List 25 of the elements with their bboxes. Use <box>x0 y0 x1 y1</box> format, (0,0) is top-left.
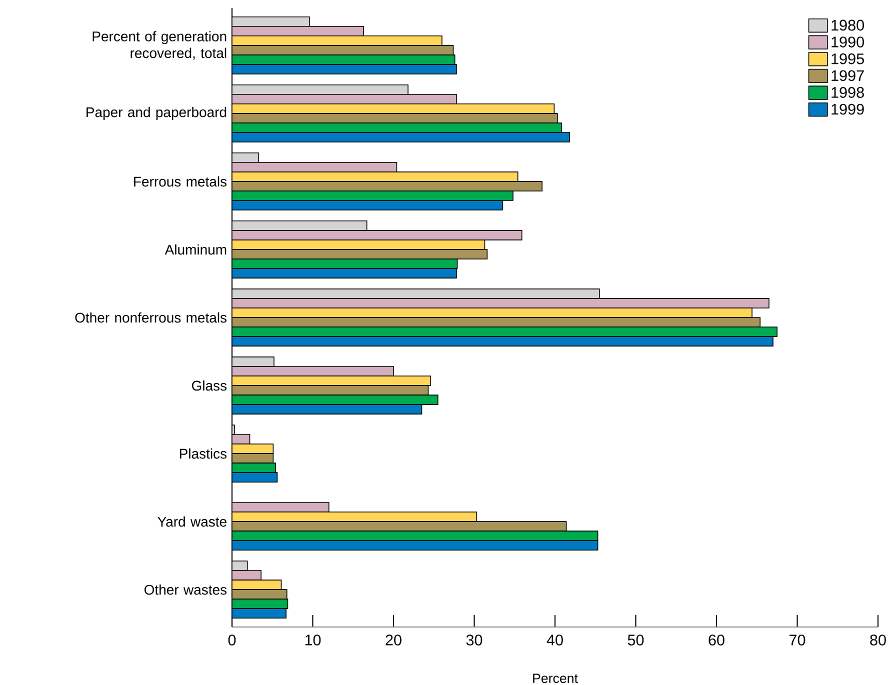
y-tick-label: Aluminum <box>164 244 226 255</box>
legend-label: 1990 <box>832 36 864 48</box>
x-tick-label: 60 <box>708 634 724 646</box>
legend-label: 1980 <box>832 20 864 31</box>
legend-label: 1997 <box>832 70 864 82</box>
x-axis-title: Percent <box>533 674 578 684</box>
x-tick-label: 70 <box>790 634 806 646</box>
y-tick-label: Plastics <box>180 448 227 459</box>
legend-label: 1998 <box>832 87 864 98</box>
y-tick-label: Other wastes <box>144 584 227 595</box>
y-tick-label: Yard waste <box>158 516 226 527</box>
x-tick-label: 10 <box>305 634 321 646</box>
x-tick-label: 0 <box>228 634 236 646</box>
y-tick-label: Other nonferrous metals <box>75 312 227 323</box>
x-tick-label: 40 <box>546 634 563 646</box>
x-tick-label: 50 <box>628 634 644 646</box>
x-tick-label: 20 <box>386 634 402 646</box>
y-tick-label: Glass <box>192 380 227 391</box>
legend-label: 1995 <box>832 53 864 64</box>
y-tick-label: Ferrous metals <box>134 176 227 187</box>
y-tick-label: Paper and paperboard <box>86 106 226 120</box>
legend-label: 1999 <box>832 104 864 115</box>
y-tick-label: Percent of generation recovered, total <box>92 31 226 60</box>
x-tick-label: 80 <box>870 634 886 646</box>
x-tick-label: 30 <box>466 634 482 646</box>
